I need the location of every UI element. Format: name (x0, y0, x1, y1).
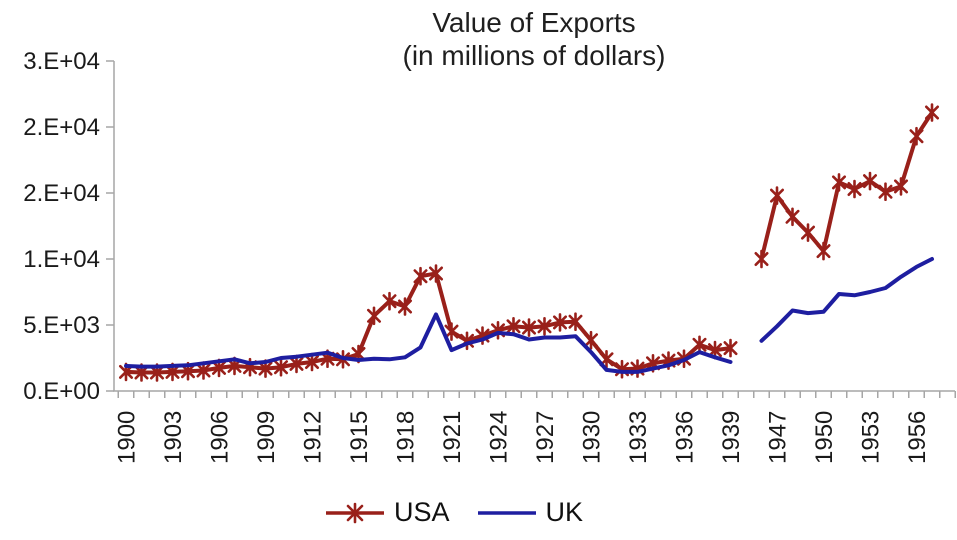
svg-text:1906: 1906 (207, 411, 234, 464)
svg-text:1936: 1936 (672, 411, 699, 464)
svg-text:0.E+00: 0.E+00 (23, 378, 100, 405)
svg-text:3.E+04: 3.E+04 (23, 48, 100, 75)
svg-text:1950: 1950 (811, 411, 838, 464)
svg-text:1939: 1939 (718, 411, 745, 464)
legend-label-uk: UK (545, 497, 584, 527)
svg-text:1915: 1915 (346, 411, 373, 464)
svg-text:1912: 1912 (300, 411, 327, 464)
legend-item-usa: USA (324, 497, 450, 528)
svg-text:1930: 1930 (579, 411, 606, 464)
uk-series-sample-icon (477, 510, 536, 515)
svg-text:1918: 1918 (393, 411, 420, 464)
svg-text:5.E+03: 5.E+03 (23, 312, 100, 339)
svg-text:1924: 1924 (486, 411, 513, 464)
svg-text:1900: 1900 (114, 411, 141, 464)
series-markers-USA (119, 103, 939, 382)
svg-text:2.E+04: 2.E+04 (23, 114, 100, 141)
legend-item-uk: UK (476, 497, 584, 528)
svg-text:2.E+04: 2.E+04 (23, 180, 100, 207)
svg-text:1953: 1953 (858, 411, 885, 464)
svg-text:1909: 1909 (253, 411, 280, 464)
y-axis-labels: 0.E+00 5.E+03 1.E+04 2.E+04 2.E+04 3.E+04 (23, 48, 100, 405)
chart-subtitle: (in millions of dollars) (402, 40, 666, 71)
svg-text:1927: 1927 (532, 411, 559, 464)
legend-label-usa: USA (393, 497, 450, 527)
svg-text:1921: 1921 (439, 411, 466, 464)
chart-legend: USA UK (0, 497, 932, 528)
chart-title-block: Value of Exports (in millions of dollars… (113, 6, 955, 72)
axes (106, 60, 956, 398)
x-axis-labels: 1900 1903 1906 1909 1912 1915 1918 1921 1924 1927… (114, 411, 932, 464)
svg-text:1956: 1956 (904, 411, 931, 464)
usa-series-sample-icon (325, 502, 384, 523)
series-line-UK (124, 257, 934, 374)
svg-text:1903: 1903 (160, 411, 187, 464)
svg-text:1933: 1933 (625, 411, 652, 464)
svg-text:1947: 1947 (765, 411, 792, 464)
chart-title: Value of Exports (432, 7, 636, 38)
svg-text:1.E+04: 1.E+04 (23, 246, 100, 273)
